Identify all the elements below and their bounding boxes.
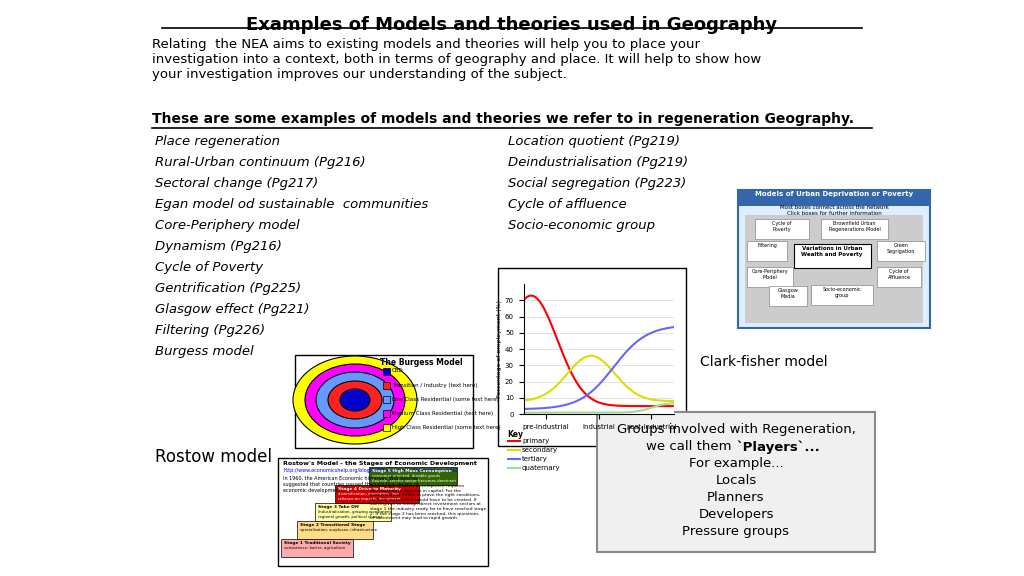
Text: Most boxes connect across the network
Click boxes for further information: Most boxes connect across the network Cl… [779,205,889,216]
Ellipse shape [293,356,417,444]
Text: Stage 4 Drive to Maturity: Stage 4 Drive to Maturity [338,487,400,491]
Text: Green
Segrigation: Green Segrigation [887,243,915,254]
Text: Stage 3 Take Off: Stage 3 Take Off [318,505,358,509]
Text: Burgess model: Burgess model [155,345,254,358]
Text: According to Rostow development requires
all countries to develop in capital. Fo: According to Rostow development requires… [370,484,486,520]
Text: For example...: For example... [689,457,783,470]
FancyBboxPatch shape [811,285,873,305]
Text: quaternary: quaternary [522,465,560,471]
Text: Sectoral change (Pg217): Sectoral change (Pg217) [155,177,318,190]
Text: Deindustrialisation (Pg219): Deindustrialisation (Pg219) [508,156,688,169]
FancyBboxPatch shape [794,244,871,268]
Ellipse shape [340,389,370,411]
Text: Transition / Industry (text here): Transition / Industry (text here) [392,382,477,388]
Text: Stage 5 High Mass Consumption: Stage 5 High Mass Consumption [372,469,452,473]
Text: Relating  the NEA aims to existing models and theories will help you to place yo: Relating the NEA aims to existing models… [152,38,761,81]
FancyBboxPatch shape [769,286,807,306]
Bar [383,410,390,417]
FancyBboxPatch shape [746,241,787,261]
Text: Socio-economic
group: Socio-economic group [822,287,861,298]
Text: Models of Urban Deprivation or Poverty: Models of Urban Deprivation or Poverty [755,191,913,197]
Text: tertiary: tertiary [522,456,548,462]
Text: Rostow's Model - the Stages of Economic Development: Rostow's Model - the Stages of Economic … [283,461,477,466]
Text: Glasgow effect (Pg221): Glasgow effect (Pg221) [155,303,309,316]
Text: Planners: Planners [708,491,765,504]
FancyBboxPatch shape [335,485,419,503]
Text: Brownfield Urban
Regenerations Model: Brownfield Urban Regenerations Model [828,221,881,232]
Text: http://www.economicshelp.org/blog/7683/economics/the-rostow-model: http://www.economicshelp.org/blog/7683/e… [283,468,457,473]
FancyBboxPatch shape [745,215,923,323]
Text: `Players`...: `Players`... [736,440,820,453]
FancyBboxPatch shape [281,539,353,557]
Text: Socio-economic group: Socio-economic group [508,219,655,232]
FancyBboxPatch shape [755,219,809,239]
Text: Low Class Residential (some text here): Low Class Residential (some text here) [392,396,499,401]
Text: Cycle of
Affluence: Cycle of Affluence [888,269,910,280]
Bar [383,382,390,389]
FancyBboxPatch shape [369,467,457,485]
Text: Gentrification (Pg225): Gentrification (Pg225) [155,282,301,295]
Text: primary: primary [522,438,549,444]
Ellipse shape [316,372,394,428]
Text: CBD: CBD [392,369,403,373]
Text: Cycle of
Poverty: Cycle of Poverty [772,221,792,232]
Text: diversification, innovation, less
reliance on imports, investment: diversification, innovation, less relian… [338,492,400,501]
FancyBboxPatch shape [498,268,686,446]
Text: Egan model od sustainable  communities: Egan model od sustainable communities [155,198,428,211]
FancyBboxPatch shape [295,355,473,448]
Text: Industrialisation, growing investment,
regional growth, political change: Industrialisation, growing investment, r… [318,510,392,518]
Text: Locals: Locals [716,474,757,487]
FancyBboxPatch shape [738,190,930,206]
Text: Stage 2 Transitional Stage: Stage 2 Transitional Stage [300,523,366,527]
FancyBboxPatch shape [746,267,793,287]
Text: Place regeneration: Place regeneration [155,135,280,148]
Text: Location quotient (Pg219): Location quotient (Pg219) [508,135,680,148]
Text: Core-Periphery
Model: Core-Periphery Model [752,269,788,280]
Text: Social segregation (Pg223): Social segregation (Pg223) [508,177,686,190]
Text: Developers: Developers [698,508,774,521]
FancyBboxPatch shape [278,458,488,566]
Text: Rostow model: Rostow model [155,448,272,466]
Text: Dynamism (Pg216): Dynamism (Pg216) [155,240,282,253]
Text: Clark-fisher model: Clark-fisher model [700,355,827,369]
Ellipse shape [328,381,382,419]
Text: Cycle of affluence: Cycle of affluence [508,198,627,211]
FancyBboxPatch shape [297,521,373,539]
Text: Rural-Urban continuum (Pg216): Rural-Urban continuum (Pg216) [155,156,366,169]
Text: specialisation, surpluses, infrastructure: specialisation, surpluses, infrastructur… [300,528,377,532]
Text: we call them: we call them [646,440,736,453]
Text: The Burgess Model: The Burgess Model [380,358,463,367]
FancyBboxPatch shape [821,219,888,239]
FancyBboxPatch shape [877,241,925,261]
Text: Filtering: Filtering [757,243,777,248]
Bar [383,368,390,375]
Text: In 1960, the American Economic historian, WW Rostow
suggested that countries pas: In 1960, the American Economic historian… [283,476,419,492]
Text: Filtering (Pg226): Filtering (Pg226) [155,324,265,337]
Text: Glasgow
Media: Glasgow Media [777,288,799,299]
FancyBboxPatch shape [597,412,874,552]
Text: secondary: secondary [522,447,558,453]
Text: Core-Periphery model: Core-Periphery model [155,219,300,232]
Bar [383,424,390,431]
Text: These are some examples of models and theories we refer to in regeneration Geogr: These are some examples of models and th… [152,112,854,126]
Y-axis label: Percentage of employment (%): Percentage of employment (%) [497,300,502,398]
Ellipse shape [305,364,406,436]
Text: subsistence, barter, agriculture: subsistence, barter, agriculture [284,546,345,550]
Text: Pressure groups: Pressure groups [683,525,790,538]
FancyBboxPatch shape [877,267,921,287]
Text: Cycle of Poverty: Cycle of Poverty [155,261,263,274]
Text: Groups involved with Regeneration,: Groups involved with Regeneration, [616,423,855,436]
Text: High Class Residential (some text here): High Class Residential (some text here) [392,425,501,430]
Text: consumer oriented, durable goods
flouride, service sector becomes dominant: consumer oriented, durable goods flourid… [372,474,456,483]
Text: Examples of Models and theories used in Geography: Examples of Models and theories used in … [247,16,777,34]
Text: Medium Class Residential (text here): Medium Class Residential (text here) [392,411,494,415]
Text: Key: Key [507,430,523,439]
FancyBboxPatch shape [738,190,930,328]
Text: Variations in Urban
Wealth and Poverty: Variations in Urban Wealth and Poverty [802,246,862,257]
Text: Stage 1 Traditional Society: Stage 1 Traditional Society [284,541,351,545]
FancyBboxPatch shape [315,503,391,521]
Bar [383,396,390,403]
